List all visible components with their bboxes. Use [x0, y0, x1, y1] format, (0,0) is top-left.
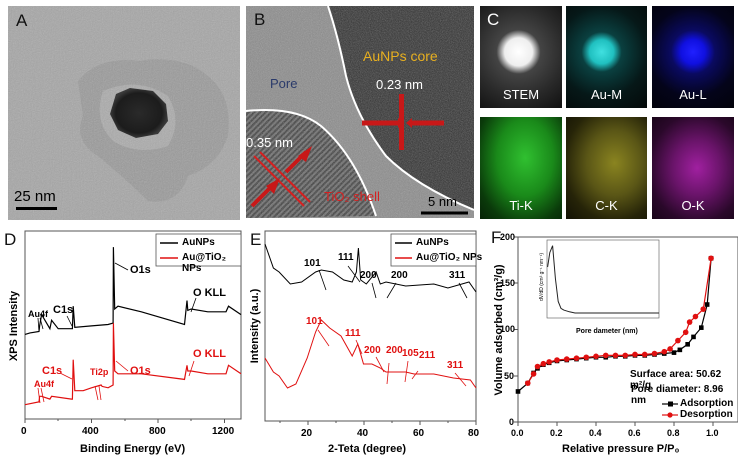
- annot-o1s-black: O1s: [130, 264, 151, 276]
- peak-111-black: 111: [338, 252, 354, 263]
- panel-a-label: A: [16, 11, 28, 30]
- map-c-k: C-K: [566, 117, 647, 219]
- xtick-1200: 1200: [212, 426, 235, 437]
- scale-bar-label: 5 nm: [428, 194, 457, 209]
- ytick-0: 0: [509, 417, 515, 427]
- panel-a-tem-image: A 25 nm: [8, 6, 240, 220]
- xps-xlabel: Binding Energy (eV): [80, 443, 186, 455]
- panel-c-label: C: [487, 10, 500, 29]
- peak-200b-black: 200: [391, 270, 408, 281]
- inset-ylabel: dV/dD (cm³ g⁻¹ nm⁻¹): [539, 252, 545, 302]
- map-label: STEM: [502, 87, 540, 102]
- legend-adsorption: Adsorption: [680, 398, 734, 409]
- bet-xlabel: Relative pressure P/P₀: [562, 443, 680, 455]
- annot-okll-red: O KLL: [193, 348, 226, 360]
- map-ti-k: Ti-K: [480, 117, 562, 219]
- xtick-400: 400: [82, 426, 99, 437]
- map-stem: STEM: [480, 6, 562, 108]
- scale-bar-line: [16, 207, 57, 210]
- tio2-shell-label: TiO₂ shell: [324, 189, 380, 204]
- core-spacing-label: 0.23 nm: [376, 77, 423, 92]
- legend-aunps: AuNPs: [416, 237, 449, 248]
- bet-chart-svg: [514, 236, 738, 426]
- pore-label: Pore: [270, 76, 298, 91]
- peak-211-red: 211: [419, 350, 436, 361]
- map-label: Ti-K: [509, 198, 533, 213]
- legend-au-tio2: Au@TiO₂ NPs: [182, 252, 227, 274]
- peak-101-black: 101: [304, 258, 321, 269]
- peak-200a-black: 200: [360, 270, 377, 281]
- map-au-m: Au-M: [566, 6, 647, 108]
- xps-chart-svg: [24, 230, 242, 423]
- xtick-800: 800: [149, 426, 166, 437]
- peak-311-red: 311: [447, 360, 464, 371]
- ytick-100: 100: [500, 324, 516, 334]
- xtick-1.0: 1.0: [706, 428, 719, 438]
- xps-ylabel: XPS Intensity: [8, 290, 20, 362]
- xrd-ylabel: Intensity (a.u.): [249, 288, 261, 364]
- shell-spacing-label: 0.35 nm: [246, 135, 293, 150]
- hrtem-image-graphic: [246, 6, 474, 218]
- map-label: Au-M: [590, 87, 623, 102]
- peak-200b-red: 200: [386, 345, 403, 356]
- xtick-0.8: 0.8: [667, 428, 680, 438]
- xrd-xlabel: 2-Teta (degree): [328, 443, 407, 455]
- xtick-40: 40: [357, 428, 369, 439]
- xrd-chart-svg: [264, 230, 477, 425]
- map-au-l: Au-L: [652, 6, 734, 108]
- peak-105-red: 105: [402, 348, 419, 359]
- peak-111-red: 111: [345, 328, 361, 339]
- peak-101-red: 101: [306, 316, 323, 327]
- panel-b-label: B: [254, 10, 266, 29]
- annot-c1s-red: C1s: [42, 365, 63, 377]
- tem-image-graphic: [8, 6, 240, 220]
- peak-311-black: 311: [449, 270, 466, 281]
- scale-bar-label: 25 nm: [14, 188, 56, 205]
- legend-desorption: Desorption: [680, 409, 733, 420]
- map-label: O-K: [681, 198, 705, 213]
- ytick-200: 200: [500, 232, 516, 242]
- xtick-0.0: 0.0: [511, 428, 524, 438]
- panel-f-label: F: [491, 228, 502, 247]
- map-o-k: O-K: [652, 117, 734, 219]
- annot-au4f-black: Au4f: [28, 309, 48, 319]
- xtick-0.4: 0.4: [589, 428, 602, 438]
- legend-aunps: AuNPs: [182, 237, 215, 248]
- pore-diameter-annotation: Pore diameter: 8.96 nm: [631, 384, 724, 406]
- panel-e-xrd-chart: E AuNPs Au@TiO₂ NPs 101 111 200 200 311 …: [246, 228, 490, 462]
- ytick-150: 150: [500, 278, 516, 288]
- aunps-core-label: AuNPs core: [363, 48, 438, 64]
- panel-d-xps-chart: D AuNPs Au@TiO₂ NPs O1s O KLL C1s Au4f C…: [0, 228, 246, 462]
- panel-c-eds-maps: STEM Au-M Au-L Ti-K C-K O-K C: [480, 6, 736, 220]
- xtick-60: 60: [413, 428, 425, 439]
- annot-ti2p-red: Ti2p: [90, 367, 109, 377]
- map-label: C-K: [595, 198, 618, 213]
- inset-xlabel: Pore dameter (nm): [576, 328, 638, 335]
- xtick-80: 80: [468, 428, 480, 439]
- xtick-0.2: 0.2: [550, 428, 563, 438]
- annot-o1s-red: O1s: [130, 365, 151, 377]
- bet-ylabel: Volume adsorbed (cm³/g): [493, 264, 505, 396]
- xtick-0.6: 0.6: [628, 428, 641, 438]
- panel-d-label: D: [4, 230, 17, 249]
- legend-au-tio2: Au@TiO₂ NPs: [416, 252, 483, 263]
- xtick-20: 20: [301, 428, 313, 439]
- panel-b-hrtem-image: B AuNPs core Pore 0.23 nm 0.35 nm TiO₂ s…: [246, 6, 474, 218]
- ytick-50: 50: [504, 371, 515, 381]
- annot-okll-black: O KLL: [193, 287, 226, 299]
- annot-c1s-black: C1s: [53, 304, 74, 316]
- panel-f-bet-chart: F 200 150 100 50 0 0.0 0.2 0.4 0.6 0.8 1…: [490, 228, 738, 462]
- map-label: Au-L: [679, 87, 707, 102]
- xtick-0: 0: [21, 426, 27, 437]
- surface-area-annotation: Surface area: 50.62 m²/g: [630, 369, 722, 391]
- panel-e-label: E: [250, 230, 262, 249]
- peak-200a-red: 200: [364, 345, 381, 356]
- annot-au4f-red: Au4f: [34, 379, 54, 389]
